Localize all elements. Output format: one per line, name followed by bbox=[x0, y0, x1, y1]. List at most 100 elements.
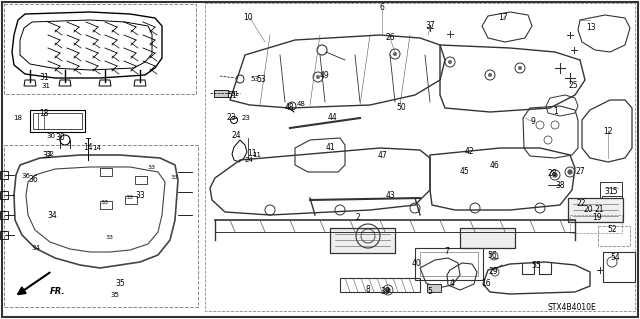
Text: 40: 40 bbox=[411, 258, 421, 268]
Bar bbox=[4, 145, 198, 307]
Text: 37: 37 bbox=[425, 21, 435, 31]
Text: 11: 11 bbox=[252, 152, 261, 158]
Circle shape bbox=[393, 52, 397, 56]
Text: 24: 24 bbox=[245, 157, 253, 163]
Text: 53: 53 bbox=[250, 76, 259, 82]
Text: 32: 32 bbox=[45, 151, 54, 157]
Bar bbox=[0, 231, 8, 239]
Text: 42: 42 bbox=[464, 146, 474, 155]
Text: 48: 48 bbox=[297, 101, 306, 107]
Text: 51: 51 bbox=[230, 91, 239, 97]
Text: 18: 18 bbox=[13, 115, 22, 121]
Text: 36: 36 bbox=[28, 174, 38, 183]
Text: 55: 55 bbox=[531, 261, 541, 270]
Text: 46: 46 bbox=[489, 160, 499, 169]
Text: 34: 34 bbox=[47, 211, 57, 219]
Text: 33: 33 bbox=[135, 190, 145, 199]
Bar bbox=[330, 228, 395, 253]
Circle shape bbox=[518, 66, 522, 70]
Text: 30: 30 bbox=[55, 133, 65, 143]
Text: 9: 9 bbox=[531, 117, 536, 127]
Text: 23: 23 bbox=[226, 114, 236, 122]
Bar bbox=[0, 211, 8, 219]
Text: 32: 32 bbox=[42, 152, 52, 160]
Text: FR.: FR. bbox=[50, 287, 65, 296]
Text: 7: 7 bbox=[445, 248, 449, 256]
Text: 25: 25 bbox=[568, 80, 578, 90]
Text: 56: 56 bbox=[487, 251, 497, 261]
Bar bbox=[214, 90, 228, 97]
Bar bbox=[33, 113, 82, 129]
Text: 36: 36 bbox=[21, 173, 30, 179]
Bar bbox=[420, 252, 478, 276]
Text: 53: 53 bbox=[256, 76, 266, 85]
Text: 29: 29 bbox=[488, 266, 498, 276]
Text: 33: 33 bbox=[106, 235, 114, 240]
Text: 11: 11 bbox=[247, 149, 257, 158]
Bar bbox=[340, 278, 420, 292]
Text: 39: 39 bbox=[380, 286, 390, 295]
Text: 26: 26 bbox=[385, 33, 395, 41]
Text: 23: 23 bbox=[242, 115, 251, 121]
Text: 15: 15 bbox=[608, 187, 618, 196]
Text: 33: 33 bbox=[171, 175, 179, 180]
Text: 34: 34 bbox=[31, 245, 40, 251]
Bar bbox=[100, 168, 112, 176]
Text: 50: 50 bbox=[396, 103, 406, 113]
Text: 10: 10 bbox=[243, 13, 253, 23]
Bar bbox=[600, 182, 622, 200]
Text: 33: 33 bbox=[101, 200, 109, 205]
Text: 35: 35 bbox=[111, 292, 120, 298]
Circle shape bbox=[386, 288, 390, 292]
Circle shape bbox=[488, 73, 492, 77]
Bar bbox=[0, 191, 8, 199]
Text: 19: 19 bbox=[592, 213, 602, 222]
Bar bbox=[205, 3, 635, 311]
Text: 54: 54 bbox=[610, 254, 620, 263]
Text: 20: 20 bbox=[583, 204, 593, 213]
Text: 18: 18 bbox=[39, 108, 49, 117]
Text: 8: 8 bbox=[365, 285, 371, 293]
Text: 35: 35 bbox=[115, 279, 125, 288]
Text: 14: 14 bbox=[92, 145, 101, 151]
Text: STX4B4010E: STX4B4010E bbox=[548, 302, 596, 311]
Text: 52: 52 bbox=[607, 225, 617, 234]
Circle shape bbox=[448, 60, 452, 64]
Text: 48: 48 bbox=[284, 103, 294, 113]
Bar bbox=[125, 196, 137, 204]
Text: 45: 45 bbox=[460, 167, 470, 176]
Bar bbox=[603, 252, 635, 282]
Bar bbox=[570, 215, 622, 233]
Text: 44: 44 bbox=[328, 114, 338, 122]
Text: 31: 31 bbox=[39, 73, 49, 83]
Text: 43: 43 bbox=[386, 191, 396, 201]
Bar bbox=[135, 176, 147, 184]
Text: 1: 1 bbox=[554, 107, 558, 115]
Bar bbox=[100, 201, 112, 209]
Text: 17: 17 bbox=[498, 13, 508, 23]
Bar bbox=[568, 198, 623, 222]
Bar bbox=[415, 248, 483, 280]
Text: 47: 47 bbox=[377, 151, 387, 160]
Bar bbox=[0, 171, 8, 179]
Text: 33: 33 bbox=[148, 165, 156, 170]
Text: 22: 22 bbox=[576, 198, 586, 207]
Bar bbox=[4, 4, 196, 94]
Text: 38: 38 bbox=[555, 181, 565, 189]
Text: 33: 33 bbox=[126, 195, 134, 200]
Text: 6: 6 bbox=[380, 4, 385, 12]
Text: 14: 14 bbox=[83, 144, 93, 152]
Text: 21: 21 bbox=[595, 204, 604, 213]
Bar bbox=[602, 196, 622, 210]
Text: 16: 16 bbox=[481, 279, 491, 288]
Text: 3: 3 bbox=[605, 188, 609, 197]
Text: 28: 28 bbox=[547, 168, 557, 177]
Text: 24: 24 bbox=[231, 131, 241, 140]
Text: 5: 5 bbox=[428, 286, 433, 295]
Bar bbox=[30, 110, 85, 132]
Text: 27: 27 bbox=[575, 167, 585, 175]
Circle shape bbox=[568, 170, 572, 174]
Text: 51: 51 bbox=[227, 92, 237, 100]
Text: 12: 12 bbox=[604, 127, 612, 136]
Circle shape bbox=[316, 75, 320, 79]
